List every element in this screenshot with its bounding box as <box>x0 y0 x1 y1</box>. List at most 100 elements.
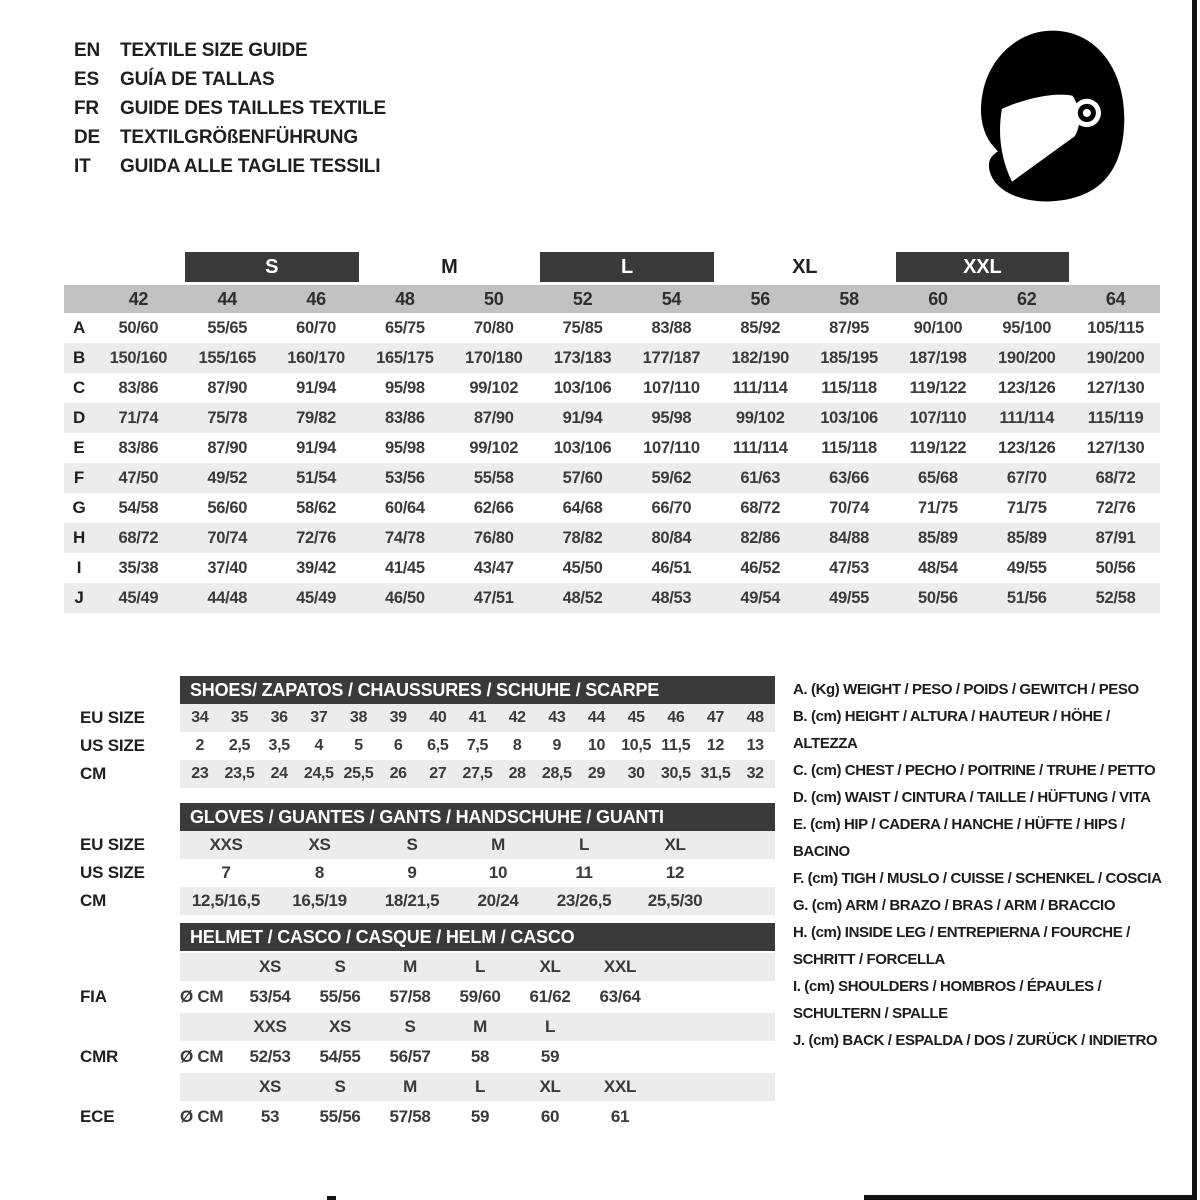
shoe-eu-cell: 34 <box>191 709 209 726</box>
ece-value-cell: 57/58 <box>389 1107 431 1126</box>
language-code: DE <box>74 127 100 148</box>
measurement-cell: 45/50 <box>562 558 603 577</box>
shoe-us-cell: 9 <box>552 737 562 754</box>
measurement-cell: 107/110 <box>643 378 700 397</box>
measurement-cell: 60/64 <box>385 498 425 517</box>
measurement-cell: 50/56 <box>1095 558 1136 577</box>
measurement-cell: 103/106 <box>553 378 612 397</box>
measurement-cell: 190/200 <box>1086 348 1145 367</box>
measurement-cell: 83/86 <box>118 378 159 397</box>
language-code: EN <box>74 40 100 61</box>
ece-size-cell: XS <box>258 1077 282 1096</box>
shoe-eu-cell: 45 <box>627 709 646 726</box>
measurement-cell: 85/89 <box>918 528 958 547</box>
fia-value-cell: 63/64 <box>599 987 641 1006</box>
size-number-cell: 60 <box>928 288 948 309</box>
measurement-cell: 68/72 <box>1095 468 1136 487</box>
measurement-cell: 71/75 <box>918 498 958 517</box>
fia-value-cell: 61/62 <box>529 987 571 1006</box>
measurement-cell: 68/72 <box>740 498 781 517</box>
cmr-value-cell: 56/57 <box>389 1047 431 1066</box>
measurement-cell: 55/65 <box>207 318 248 337</box>
shoe-us-cell: 7,5 <box>466 737 489 754</box>
language-title-list: EN TEXTILE SIZE GUIDE ES GUÍA DE TALLAS … <box>74 36 386 181</box>
shoe-us-cell: 13 <box>746 737 765 754</box>
measurement-cell: 85/89 <box>1006 528 1047 547</box>
gloves-us-row: US SIZE 7 8 9 10 11 12 <box>80 859 775 887</box>
size-number-row: 42 44 46 48 50 52 54 56 58 60 62 64 <box>64 285 1160 313</box>
measurement-cell: 95/100 <box>1002 318 1052 337</box>
shoe-cm-cell: 26 <box>389 765 408 782</box>
shoe-eu-cell: 36 <box>270 709 289 726</box>
measurement-cell: 115/118 <box>821 438 877 457</box>
measurement-row: B 150/160 155/165 160/170 165/175 170/18… <box>64 343 1160 373</box>
row-letter: A <box>72 318 86 337</box>
measurement-cell: 52/58 <box>1095 588 1136 607</box>
measurement-cell: 61/63 <box>740 468 781 487</box>
measurement-cell: 56/60 <box>207 498 248 517</box>
shoes-header-bar: SHOES/ ZAPATOS / CHAUSSURES / SCHUHE / S… <box>180 676 775 704</box>
shoe-cm-cell: 24,5 <box>303 765 334 782</box>
legend-entry: J. (cm) BACK / ESPALDA / DOS / ZURÜCK / … <box>793 1032 1158 1049</box>
measurement-cell: 95/98 <box>651 408 692 427</box>
cmr-size-cell: XS <box>328 1017 352 1036</box>
cm-label: CM <box>80 891 107 910</box>
measurement-cell: 63/66 <box>829 468 869 487</box>
measurement-row: G 54/58 56/60 58/62 60/64 62/66 64/68 66… <box>64 493 1160 523</box>
fia-value-cell: 53/54 <box>249 987 291 1006</box>
ece-value-cell: 60 <box>540 1107 560 1126</box>
ece-size-cell: M <box>403 1077 417 1096</box>
measurement-cell: 111/114 <box>732 378 788 397</box>
measurement-row: D 71/74 75/78 79/82 83/86 87/90 91/94 95… <box>64 403 1160 433</box>
measurement-cell: 83/86 <box>118 438 159 457</box>
gloves-eu-row: EU SIZE XXS XS S M L XL <box>80 831 775 859</box>
measurement-cell: 45/49 <box>118 588 159 607</box>
shoes-us-row: US SIZE 2 2,5 3,5 4 5 6 6,5 7,5 <box>80 732 775 760</box>
shoe-us-cell: 6,5 <box>427 737 449 754</box>
eu-size-label: EU SIZE <box>80 835 145 854</box>
size-group-xl: XL <box>792 256 818 278</box>
measurement-cell: 91/94 <box>296 438 336 457</box>
glove-eu-cell: S <box>406 835 418 854</box>
shoe-cm-cell: 27 <box>429 765 447 782</box>
ece-value-cell: 59 <box>470 1107 490 1126</box>
measurement-cell: 107/110 <box>909 408 967 427</box>
measurement-cell: 75/78 <box>207 408 248 427</box>
shoe-eu-cell: 42 <box>508 709 527 726</box>
shoe-us-cell: 8 <box>512 737 522 754</box>
measurement-cell: 59/62 <box>651 468 692 487</box>
cmr-values-row: CMR Ø CM 52/53 54/55 56/57 58 59 <box>80 1043 775 1071</box>
legend-entry: G. (cm) ARM / BRAZO / BRAS / ARM / BRACC… <box>793 897 1116 914</box>
gloves-header-bar: GLOVES / GUANTES / GANTS / HANDSCHUHE / … <box>180 803 775 831</box>
measurement-row: A 50/60 55/65 60/70 65/75 70/80 75/85 83… <box>64 313 1160 343</box>
ece-size-cell: S <box>334 1077 346 1096</box>
glove-us-cell: 11 <box>575 863 593 882</box>
measurement-cell: 48/54 <box>918 558 958 577</box>
measurement-cell: 80/84 <box>651 528 692 547</box>
measurement-cell: 50/56 <box>918 588 958 607</box>
measurement-cell: 87/95 <box>829 318 869 337</box>
shoe-eu-cell: 37 <box>310 709 328 726</box>
measurement-cell: 49/52 <box>207 468 248 487</box>
measurement-cell: 64/68 <box>562 498 603 517</box>
row-letter: I <box>76 558 82 577</box>
language-title: GUIDE DES TAILLES TEXTILE <box>120 98 386 119</box>
shoe-cm-cell: 27,5 <box>462 765 493 782</box>
cm-label: CM <box>80 764 107 783</box>
shoe-cm-cell: 23 <box>191 765 209 782</box>
language-title: GUIDA ALLE TAGLIE TESSILI <box>120 156 381 177</box>
fia-sizes-row: XS S M L XL XXL <box>80 953 775 981</box>
size-number-cell: 46 <box>306 288 326 309</box>
measurement-cell: 46/50 <box>385 588 425 607</box>
measurement-cell: 68/72 <box>118 528 159 547</box>
shoe-cm-cell: 25,5 <box>343 765 374 782</box>
fia-value-cell: 57/58 <box>389 987 431 1006</box>
ece-value-cell: 53 <box>260 1107 280 1126</box>
measurement-cell: 91/94 <box>562 408 603 427</box>
helmet-header-bar: HELMET / CASCO / CASQUE / HELM / CASCO <box>180 923 775 951</box>
cmr-size-cell: L <box>544 1017 556 1036</box>
measurement-cell: 72/76 <box>1095 498 1136 517</box>
shoes-cm-row: CM 23 23,5 24 24,5 25,5 26 27 27,5 <box>80 760 775 788</box>
row-letter: J <box>74 588 84 607</box>
measurement-cell: 165/175 <box>376 348 434 367</box>
